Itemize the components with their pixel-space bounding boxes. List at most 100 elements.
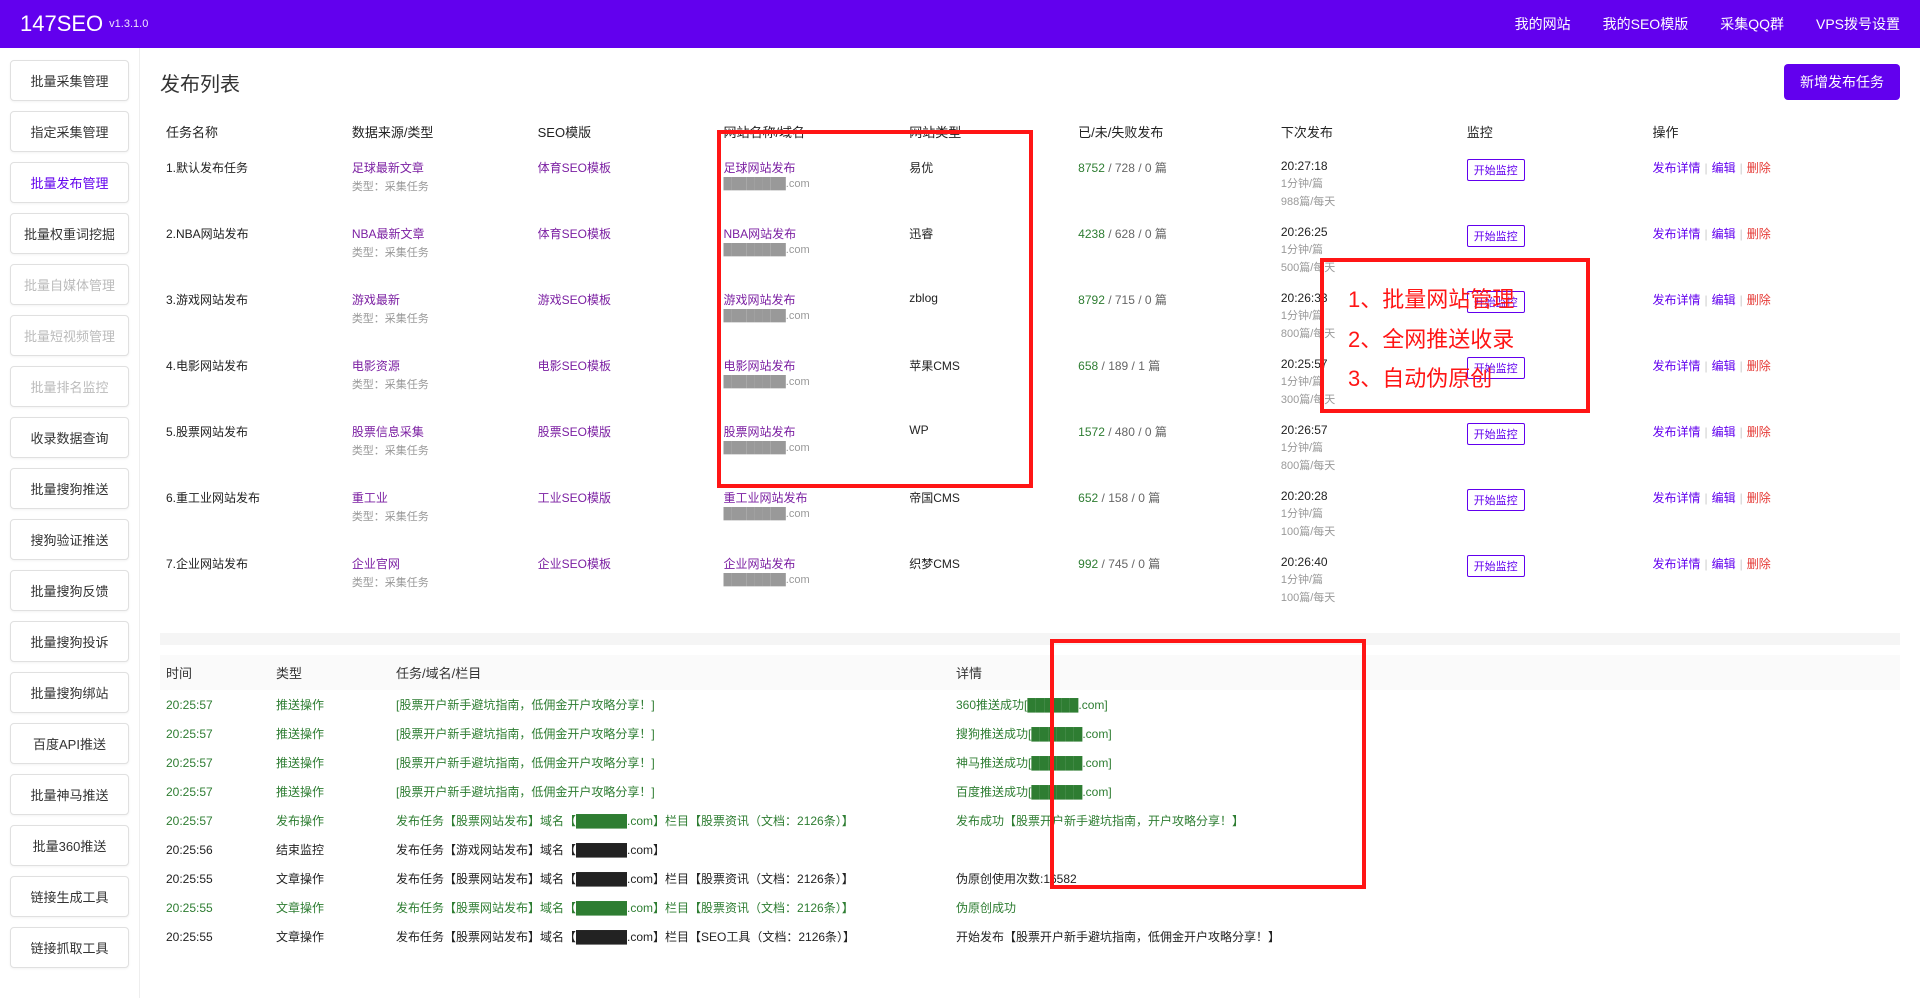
detail-link[interactable]: 发布详情 <box>1653 491 1701 505</box>
detail-link[interactable]: 发布详情 <box>1653 359 1701 373</box>
sidebar-item-12[interactable]: 批量搜狗绑站 <box>10 672 129 713</box>
next-daily: 800篇/每天 <box>1281 457 1455 473</box>
sidebar-item-17[interactable]: 链接抓取工具 <box>10 927 129 968</box>
log-detail: 360推送成功[██████.com] <box>950 690 1900 719</box>
detail-link[interactable]: 发布详情 <box>1653 293 1701 307</box>
delete-link[interactable]: 删除 <box>1747 491 1771 505</box>
add-publish-task-button[interactable]: 新增发布任务 <box>1784 64 1900 100</box>
sidebar-item-2[interactable]: 批量发布管理 <box>10 162 129 203</box>
nav-seo-templates[interactable]: 我的SEO模版 <box>1603 14 1689 34</box>
table-header: 数据来源/类型 <box>346 112 532 151</box>
edit-link[interactable]: 编辑 <box>1712 227 1736 241</box>
nav-my-sites[interactable]: 我的网站 <box>1515 14 1571 34</box>
detail-link[interactable]: 发布详情 <box>1653 161 1701 175</box>
log-header: 详情 <box>950 655 1900 690</box>
log-time: 20:25:57 <box>160 777 270 806</box>
edit-link[interactable]: 编辑 <box>1712 293 1736 307</box>
seo-template-link[interactable]: 股票SEO模版 <box>538 423 712 440</box>
seo-template-link[interactable]: 游戏SEO模板 <box>538 291 712 308</box>
delete-link[interactable]: 删除 <box>1747 359 1771 373</box>
data-source-link[interactable]: 企业官网 <box>352 555 526 572</box>
delete-link[interactable]: 删除 <box>1747 161 1771 175</box>
data-source-link[interactable]: 重工业 <box>352 489 526 506</box>
sidebar-item-9[interactable]: 搜狗验证推送 <box>10 519 129 560</box>
delete-link[interactable]: 删除 <box>1747 227 1771 241</box>
sidebar-item-1[interactable]: 指定采集管理 <box>10 111 129 152</box>
log-time: 20:25:55 <box>160 893 270 922</box>
site-link[interactable]: 重工业网站发布 <box>723 489 897 506</box>
sidebar-item-14[interactable]: 批量神马推送 <box>10 774 129 815</box>
data-source-link[interactable]: 足球最新文章 <box>352 159 526 176</box>
nav-qq-group[interactable]: 采集QQ群 <box>1720 14 1784 34</box>
monitor-button[interactable]: 开始监控 <box>1467 489 1525 511</box>
edit-link[interactable]: 编辑 <box>1712 491 1736 505</box>
monitor-button[interactable]: 开始监控 <box>1467 357 1525 379</box>
detail-link[interactable]: 发布详情 <box>1653 557 1701 571</box>
site-link[interactable]: 游戏网站发布 <box>723 291 897 308</box>
edit-link[interactable]: 编辑 <box>1712 359 1736 373</box>
publish-done: 992 <box>1078 557 1098 571</box>
data-source-link[interactable]: NBA最新文章 <box>352 225 526 242</box>
nav-vps-dial[interactable]: VPS拨号设置 <box>1816 14 1900 34</box>
next-interval: 1分钟/篇 <box>1281 571 1455 587</box>
site-link[interactable]: 企业网站发布 <box>723 555 897 572</box>
site-link[interactable]: 股票网站发布 <box>723 423 897 440</box>
table-row: 6.重工业网站发布重工业类型：采集任务工业SEO模版重工业网站发布███████… <box>160 481 1900 547</box>
seo-template-link[interactable]: 企业SEO模板 <box>538 555 712 572</box>
sidebar-item-10[interactable]: 批量搜狗反馈 <box>10 570 129 611</box>
log-type: 发布操作 <box>270 806 390 835</box>
edit-link[interactable]: 编辑 <box>1712 161 1736 175</box>
source-type: 类型：采集任务 <box>352 376 526 392</box>
task-name: 1.默认发布任务 <box>166 159 340 176</box>
site-type: 帝国CMS <box>909 489 1066 506</box>
sidebar-item-7[interactable]: 收录数据查询 <box>10 417 129 458</box>
table-row: 1.默认发布任务足球最新文章类型：采集任务体育SEO模板足球网站发布██████… <box>160 151 1900 217</box>
sidebar-item-16[interactable]: 链接生成工具 <box>10 876 129 917</box>
log-row: 20:25:55文章操作发布任务【股票网站发布】域名【██████.com】栏目… <box>160 922 1900 951</box>
detail-link[interactable]: 发布详情 <box>1653 425 1701 439</box>
monitor-button[interactable]: 开始监控 <box>1467 159 1525 181</box>
seo-template-link[interactable]: 体育SEO模板 <box>538 225 712 242</box>
sidebar-item-15[interactable]: 批量360推送 <box>10 825 129 866</box>
edit-link[interactable]: 编辑 <box>1712 557 1736 571</box>
data-source-link[interactable]: 游戏最新 <box>352 291 526 308</box>
sidebar-item-8[interactable]: 批量搜狗推送 <box>10 468 129 509</box>
next-time: 20:26:40 <box>1281 555 1455 569</box>
log-detail: 开始发布【股票开户新手避坑指南，低佣金开户攻略分享！】 <box>950 922 1900 951</box>
monitor-button[interactable]: 开始监控 <box>1467 225 1525 247</box>
site-link[interactable]: 足球网站发布 <box>723 159 897 176</box>
next-interval: 1分钟/篇 <box>1281 505 1455 521</box>
data-source-link[interactable]: 股票信息采集 <box>352 423 526 440</box>
detail-link[interactable]: 发布详情 <box>1653 227 1701 241</box>
site-link[interactable]: NBA网站发布 <box>723 225 897 242</box>
site-domain: ████████.com <box>723 376 897 388</box>
log-detail: 伪原创使用次数:16582 <box>950 864 1900 893</box>
seo-template-link[interactable]: 电影SEO模板 <box>538 357 712 374</box>
source-type: 类型：采集任务 <box>352 508 526 524</box>
delete-link[interactable]: 删除 <box>1747 557 1771 571</box>
sidebar-item-0[interactable]: 批量采集管理 <box>10 60 129 101</box>
publish-rest: / 628 / 0 篇 <box>1105 227 1167 241</box>
delete-link[interactable]: 删除 <box>1747 293 1771 307</box>
data-source-link[interactable]: 电影资源 <box>352 357 526 374</box>
next-interval: 1分钟/篇 <box>1281 307 1455 323</box>
log-row: 20:25:57推送操作[股票开户新手避坑指南，低佣金开户攻略分享！]360推送… <box>160 690 1900 719</box>
log-header-row: 时间类型任务/域名/栏目详情 <box>160 655 1900 690</box>
log-time: 20:25:57 <box>160 719 270 748</box>
sidebar-item-11[interactable]: 批量搜狗投诉 <box>10 621 129 662</box>
sidebar-item-13[interactable]: 百度API推送 <box>10 723 129 764</box>
monitor-button[interactable]: 开始监控 <box>1467 291 1525 313</box>
seo-template-link[interactable]: 体育SEO模板 <box>538 159 712 176</box>
site-link[interactable]: 电影网站发布 <box>723 357 897 374</box>
delete-link[interactable]: 删除 <box>1747 425 1771 439</box>
table-row: 4.电影网站发布电影资源类型：采集任务电影SEO模板电影网站发布████████… <box>160 349 1900 415</box>
sidebar-item-3[interactable]: 批量权重词挖掘 <box>10 213 129 254</box>
monitor-button[interactable]: 开始监控 <box>1467 423 1525 445</box>
log-row: 20:25:57推送操作[股票开户新手避坑指南，低佣金开户攻略分享！]搜狗推送成… <box>160 719 1900 748</box>
next-time: 20:26:33 <box>1281 291 1455 305</box>
seo-template-link[interactable]: 工业SEO模版 <box>538 489 712 506</box>
edit-link[interactable]: 编辑 <box>1712 425 1736 439</box>
log-task: 发布任务【股票网站发布】域名【██████.com】栏目【股票资讯（文档：212… <box>390 806 950 835</box>
monitor-button[interactable]: 开始监控 <box>1467 555 1525 577</box>
publish-done: 658 <box>1078 359 1098 373</box>
